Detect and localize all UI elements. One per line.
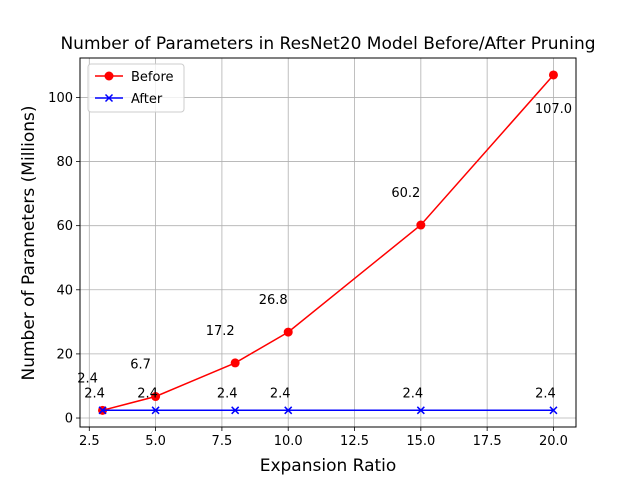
y-tick-label: 100 xyxy=(48,91,73,106)
legend: Before After xyxy=(87,63,185,113)
after-data-label: 2.4 xyxy=(84,386,105,401)
y-tick-label: 40 xyxy=(56,283,73,298)
x-tick-label: 20.0 xyxy=(539,434,568,449)
before-data-label: 17.2 xyxy=(206,324,235,339)
after-point xyxy=(284,406,293,415)
before-data-label: 6.7 xyxy=(130,358,151,373)
x-tick-label: 15.0 xyxy=(406,434,435,449)
y-axis-label: Number of Parameters (Millions) xyxy=(19,105,39,380)
y-tick-label: 80 xyxy=(56,155,73,170)
legend-after-label: After xyxy=(131,92,163,107)
series-layer xyxy=(98,70,558,415)
x-axis-label: Expansion Ratio xyxy=(260,456,397,476)
after-point xyxy=(549,406,558,415)
axes-frame xyxy=(79,57,577,428)
before-data-label: 107.0 xyxy=(535,102,572,117)
x-tick-label: 5.0 xyxy=(145,434,166,449)
legend-before-label: Before xyxy=(131,70,174,85)
before-series-line xyxy=(102,74,555,412)
grid xyxy=(80,58,576,427)
after-data-label: 2.4 xyxy=(402,386,423,401)
x-tick-label: 12.5 xyxy=(340,434,369,449)
ticks: 2.5 5.0 7.5 10.0 12.5 15.0 17.5 20.0 0 20 40 60 80 10… xyxy=(48,91,568,449)
before-data-label: 26.8 xyxy=(259,293,288,308)
before-point xyxy=(151,392,161,402)
after-data-label: 2.4 xyxy=(535,386,556,401)
y-tick-label: 0 xyxy=(65,412,73,427)
x-tick-label: 7.5 xyxy=(212,434,233,449)
x-tick-label: 2.5 xyxy=(79,434,100,449)
legend-after-marker xyxy=(104,93,114,103)
y-tick-label: 20 xyxy=(56,347,73,362)
legend-before-marker xyxy=(104,71,114,81)
before-point xyxy=(230,358,240,368)
after-data-label: 2.4 xyxy=(217,386,238,401)
after-data-label: 2.4 xyxy=(137,386,158,401)
before-point xyxy=(416,220,426,230)
after-point xyxy=(98,406,107,415)
after-point xyxy=(231,406,240,415)
after-data-label: 2.4 xyxy=(270,386,291,401)
x-tick-label: 17.5 xyxy=(473,434,502,449)
chart-title: Number of Parameters in ResNet20 Model B… xyxy=(60,34,595,54)
before-point xyxy=(283,327,293,337)
before-data-label: 60.2 xyxy=(391,186,420,201)
before-point xyxy=(548,70,558,80)
y-tick-label: 60 xyxy=(56,219,73,234)
after-point xyxy=(151,406,160,415)
before-data-label: 2.4 xyxy=(77,371,98,386)
x-tick-label: 10.0 xyxy=(274,434,303,449)
after-point xyxy=(416,406,425,415)
